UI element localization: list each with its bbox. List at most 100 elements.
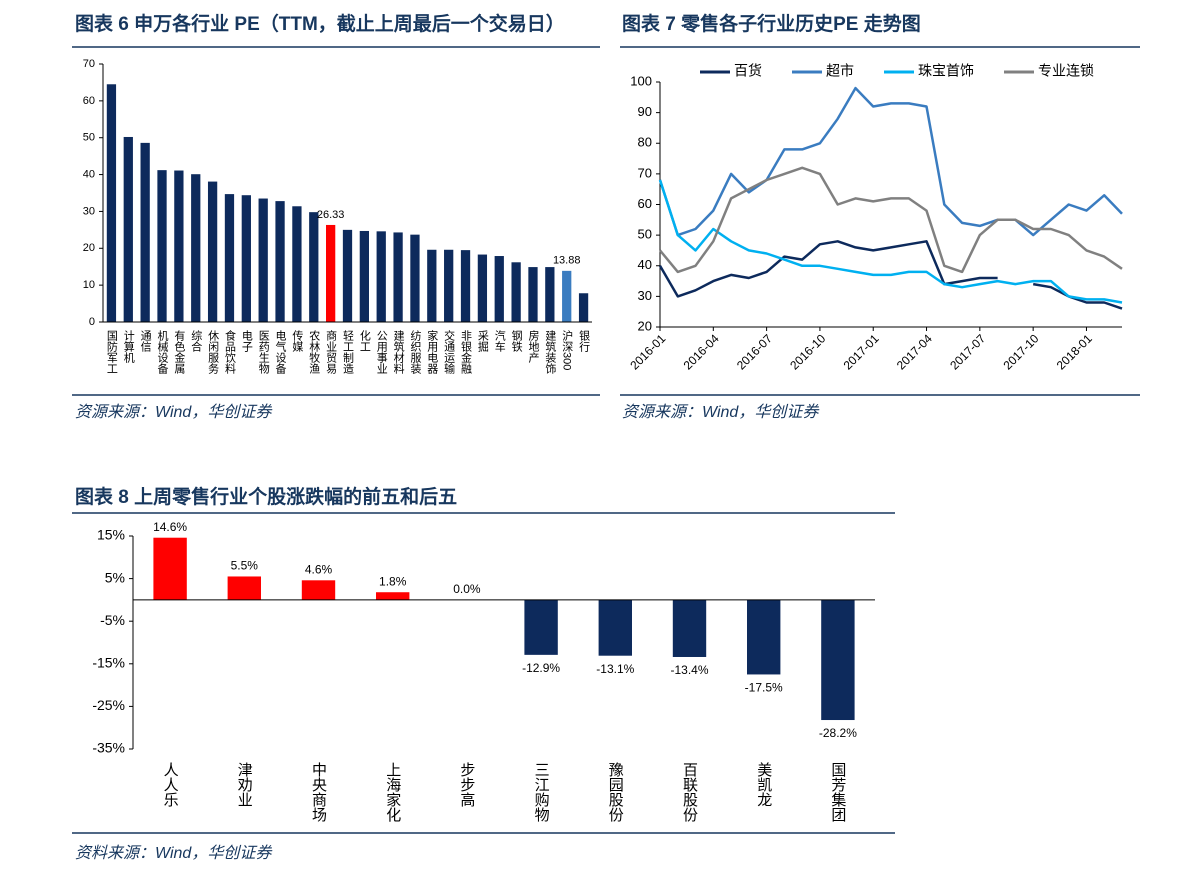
x-tick-label: 2016-01 [627,331,668,372]
x-tick-label: 2016-10 [787,331,828,372]
value-label: -28.2% [819,726,857,740]
legend-label: 珠宝首饰 [918,63,974,79]
legend-label: 专业连锁 [1038,63,1094,79]
x-tick-label: 上海家化 [384,762,401,822]
y-tick-label: -25% [92,697,125,713]
chart-title: 图表 7 零售各子行业历史PE 走势图 [622,12,921,35]
value-label: 5.5% [231,559,259,573]
bar [410,234,420,322]
legend-label: 百货 [734,63,762,79]
series-line [658,240,1123,310]
x-tick-label: 机械设备 [156,329,169,375]
x-tick-label: 2016-04 [681,331,722,372]
bar [157,170,167,322]
bar [342,229,353,322]
bar [309,212,319,322]
bar [524,599,558,655]
y-tick-label: 30 [638,288,652,303]
bar [545,267,555,322]
x-tick-label: 2017-07 [947,331,988,372]
x-tick-label: 津劝业 [236,762,253,807]
value-label: 1.8% [379,574,407,588]
x-tick-label: 步步高 [458,762,475,807]
x-tick-label: 综合 [190,329,203,352]
value-label: -13.1% [596,662,634,676]
bar [528,267,538,322]
bar [578,293,589,322]
x-tick-label: 建筑装饰 [544,329,557,374]
x-tick-label: 纺织服装 [409,329,422,375]
bar [477,254,488,322]
x-tick-label: 电子 [240,330,253,352]
x-tick-label: 家用电器 [426,329,439,375]
bar [207,181,218,322]
y-tick-label: 70 [638,165,652,180]
x-tick-label: 三江购物 [533,762,550,823]
x-tick-label: 中央商场 [310,762,327,823]
x-tick-label: 农林牧渔 [308,329,321,375]
y-tick-label: 40 [83,168,95,180]
y-tick-label: -5% [100,612,125,628]
x-tick-label: 电气设备 [274,330,287,375]
bar [326,224,336,322]
bar [292,206,302,322]
x-tick-label: 2017-10 [1000,331,1041,372]
x-tick-label: 采掘 [476,330,489,353]
source-note: 资源来源：Wind，华创证券 [622,403,820,421]
x-tick-label: 钢铁 [510,330,523,352]
bar [747,599,781,675]
bar [376,592,410,600]
bar [275,201,285,322]
y-tick-label: 100 [630,73,652,88]
bar [241,195,251,322]
x-tick-label: 2017-04 [894,331,935,372]
x-tick-label: 建筑材料 [392,329,405,375]
x-tick-label: 商业贸易 [325,329,338,375]
chart-title: 图表 8 上周零售行业个股涨跌幅的前五和后五 [75,485,457,508]
bar [393,232,403,322]
bar [191,174,201,322]
x-tick-label: 通信 [139,330,152,353]
x-tick-label: 美凯龙 [755,762,772,807]
x-tick-label: 2017-01 [841,331,882,372]
bar [224,194,235,322]
y-tick-label: 15% [97,527,125,543]
x-tick-label: 豫园股份 [607,762,624,823]
x-tick-label: 百联股份 [681,762,698,823]
x-tick-label: 医药生物 [257,330,270,374]
bar [359,230,369,322]
y-tick-label: -35% [92,740,125,756]
series-line [658,179,1123,304]
x-tick-label: 交通运输 [443,329,456,375]
series-line [659,166,1123,274]
y-tick-label: 10 [83,279,95,291]
bar [511,262,521,322]
bar [494,256,504,322]
value-label: -17.5% [745,681,783,695]
x-tick-label: 有色金属 [173,329,186,375]
x-tick-label: 汽车 [493,329,506,353]
value-label: 13.88 [553,255,581,267]
chart-title: 图表 6 申万各行业 PE（TTM，截止上周最后一个交易日） [75,12,565,35]
value-label: -12.9% [522,661,560,675]
x-tick-label: 人人乐 [162,762,179,807]
value-label: 26.33 [317,209,345,221]
x-tick-label: 沪深300 [561,329,574,371]
y-tick-label: 60 [83,95,95,107]
y-tick-label: 70 [83,58,95,70]
x-tick-label: 2018-01 [1054,331,1095,372]
bar [106,84,117,323]
y-tick-label: 80 [638,135,652,150]
value-label: 14.6% [153,520,187,534]
bar [821,599,855,721]
bar [444,249,454,322]
x-tick-label: 食品饮料 [223,329,236,375]
x-tick-label: 轻工制造 [342,329,355,374]
bar [227,576,261,600]
series-line [658,86,1123,237]
bar [598,599,632,656]
x-tick-label: 化工 [358,329,371,352]
value-label: -13.4% [670,663,708,677]
y-tick-label: -15% [92,655,125,671]
